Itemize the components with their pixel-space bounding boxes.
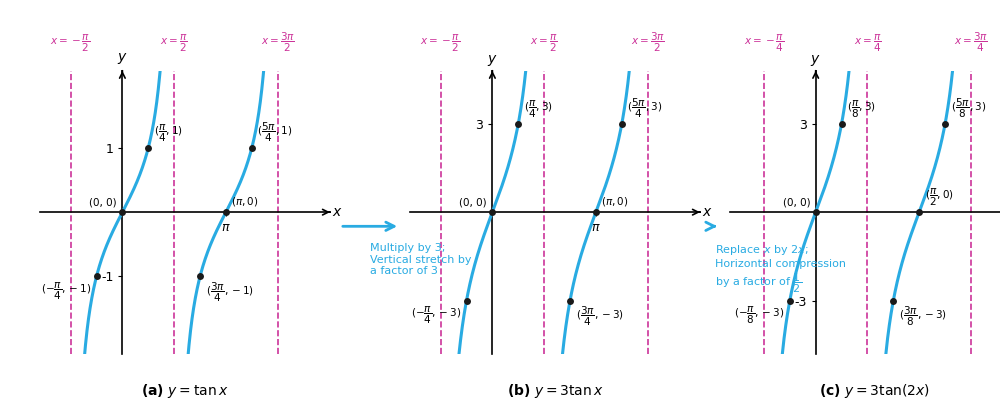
Text: $x=-\dfrac{\pi}{2}$: $x=-\dfrac{\pi}{2}$: [50, 32, 91, 54]
Text: (b) $y = 3\tan x$: (b) $y = 3\tan x$: [507, 382, 603, 400]
Text: (c) $y = 3\tan (2x)$: (c) $y = 3\tan (2x)$: [819, 382, 931, 400]
Text: $(\dfrac{\pi}{4}, 1)$: $(\dfrac{\pi}{4}, 1)$: [154, 122, 183, 144]
Text: (0, 0): (0, 0): [783, 198, 810, 208]
Text: $(\pi, 0)$: $(\pi, 0)$: [601, 195, 629, 208]
Text: $x=\dfrac{\pi}{4}$: $x=\dfrac{\pi}{4}$: [854, 32, 881, 54]
Text: Multiply by 3;
Vertical stretch by
a factor of 3: Multiply by 3; Vertical stretch by a fac…: [370, 243, 472, 276]
Text: $(-\dfrac{\pi}{8}, -3)$: $(-\dfrac{\pi}{8}, -3)$: [734, 305, 784, 326]
Text: $y$: $y$: [810, 53, 821, 68]
Text: $(\dfrac{5\pi}{4}, 1)$: $(\dfrac{5\pi}{4}, 1)$: [257, 121, 293, 144]
Text: (a) $y = \tan x$: (a) $y = \tan x$: [141, 382, 229, 400]
Text: $x=\dfrac{3\pi}{2}$: $x=\dfrac{3\pi}{2}$: [631, 30, 665, 54]
Text: $(\dfrac{5\pi}{4}, 3)$: $(\dfrac{5\pi}{4}, 3)$: [627, 97, 663, 119]
Text: $x=-\dfrac{\pi}{4}$: $x=-\dfrac{\pi}{4}$: [744, 32, 784, 54]
Text: $(\dfrac{\pi}{2}, 0)$: $(\dfrac{\pi}{2}, 0)$: [925, 187, 954, 208]
Text: $(\dfrac{\pi}{8}, 3)$: $(\dfrac{\pi}{8}, 3)$: [847, 98, 876, 119]
Text: $(\pi, 0)$: $(\pi, 0)$: [231, 195, 259, 208]
Text: $x=\dfrac{\pi}{2}$: $x=\dfrac{\pi}{2}$: [160, 32, 188, 54]
Text: Replace $x$ by $2x$;
Horizontal compression
by a factor of $\dfrac{1}{2}$: Replace $x$ by $2x$; Horizontal compress…: [715, 243, 846, 295]
Text: $y$: $y$: [117, 51, 128, 66]
Text: $x$: $x$: [332, 205, 342, 219]
Text: $x=-\dfrac{\pi}{2}$: $x=-\dfrac{\pi}{2}$: [420, 32, 461, 54]
Text: $(-\dfrac{\pi}{4}, -3)$: $(-\dfrac{\pi}{4}, -3)$: [411, 305, 461, 326]
Text: $x$: $x$: [702, 205, 712, 219]
Text: $(\dfrac{3\pi}{4}, -1)$: $(\dfrac{3\pi}{4}, -1)$: [206, 281, 254, 304]
Text: $y$: $y$: [487, 53, 498, 68]
Text: $x=\dfrac{3\pi}{4}$: $x=\dfrac{3\pi}{4}$: [954, 30, 988, 54]
Text: $(\dfrac{3\pi}{8}, -3)$: $(\dfrac{3\pi}{8}, -3)$: [899, 305, 947, 328]
Text: $(\dfrac{3\pi}{4}, -3)$: $(\dfrac{3\pi}{4}, -3)$: [576, 305, 624, 328]
Text: (0, 0): (0, 0): [89, 198, 117, 208]
Text: $(\dfrac{\pi}{4}, 3)$: $(\dfrac{\pi}{4}, 3)$: [524, 98, 553, 119]
Text: $(-\dfrac{\pi}{4}, -1)$: $(-\dfrac{\pi}{4}, -1)$: [41, 281, 91, 302]
Text: (0, 0): (0, 0): [459, 198, 487, 208]
Text: $(\dfrac{5\pi}{8}, 3)$: $(\dfrac{5\pi}{8}, 3)$: [951, 97, 986, 119]
Text: $x=\dfrac{\pi}{2}$: $x=\dfrac{\pi}{2}$: [530, 32, 558, 54]
Text: $x=\dfrac{3\pi}{2}$: $x=\dfrac{3\pi}{2}$: [261, 30, 295, 54]
